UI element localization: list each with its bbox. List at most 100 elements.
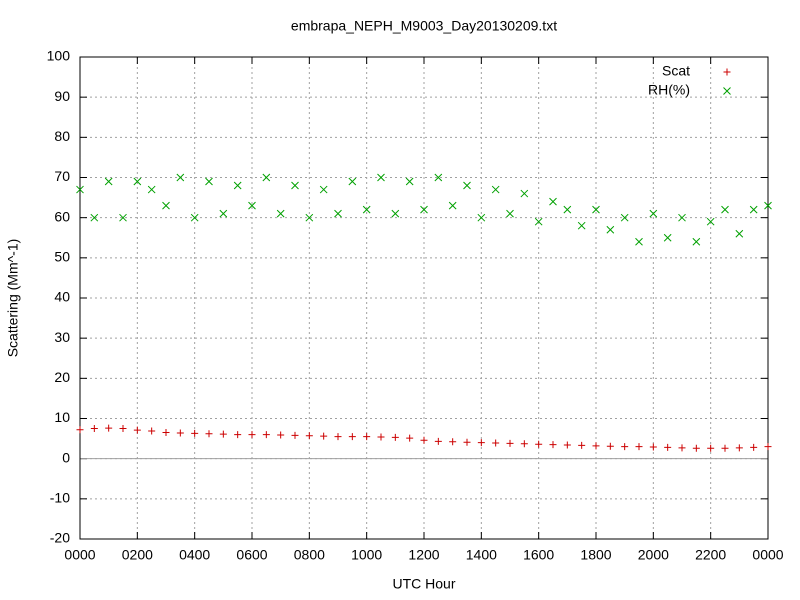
x-tick-label: 0200 bbox=[122, 547, 153, 563]
x-tick-label: 0600 bbox=[236, 547, 267, 563]
x-axis-label: UTC Hour bbox=[392, 576, 455, 592]
data-point bbox=[176, 173, 185, 182]
data-point bbox=[262, 173, 271, 182]
data-point bbox=[348, 433, 356, 441]
data-point bbox=[678, 444, 686, 452]
data-point bbox=[420, 436, 428, 444]
data-point bbox=[678, 213, 686, 222]
x-tick-label: 0000 bbox=[64, 547, 95, 563]
data-point bbox=[162, 429, 170, 437]
x-tick-label: 0800 bbox=[294, 547, 325, 563]
y-tick-label: 0 bbox=[62, 449, 70, 465]
y-tick-label: 70 bbox=[54, 168, 70, 184]
x-tick-label: 0000 bbox=[752, 547, 783, 563]
data-point bbox=[448, 201, 457, 210]
y-tick-label: -20 bbox=[50, 530, 70, 546]
legend-label: Scat bbox=[662, 63, 690, 79]
data-point bbox=[76, 185, 84, 194]
data-point bbox=[233, 181, 242, 190]
data-point bbox=[721, 444, 729, 452]
y-tick-label: 10 bbox=[54, 409, 70, 425]
data-point bbox=[133, 177, 142, 186]
data-point bbox=[706, 217, 715, 226]
y-tick-label: 100 bbox=[47, 48, 71, 64]
data-point bbox=[248, 201, 256, 210]
x-tick-label: 1400 bbox=[466, 547, 497, 563]
y-tick-label: 20 bbox=[54, 369, 70, 385]
data-point bbox=[707, 444, 715, 452]
data-point bbox=[377, 173, 385, 182]
data-point bbox=[506, 439, 514, 447]
x-tick-label: 1000 bbox=[351, 547, 382, 563]
data-point bbox=[248, 431, 256, 439]
data-point bbox=[190, 213, 199, 222]
data-point bbox=[334, 433, 342, 441]
data-point bbox=[549, 441, 557, 449]
legend-marker bbox=[723, 68, 731, 76]
data-point bbox=[305, 432, 313, 440]
data-point bbox=[563, 441, 571, 449]
data-point bbox=[420, 205, 428, 214]
data-point bbox=[764, 443, 772, 451]
data-point bbox=[105, 424, 113, 432]
data-point bbox=[262, 431, 270, 439]
data-point bbox=[477, 213, 486, 222]
data-point bbox=[563, 205, 572, 214]
data-point bbox=[234, 431, 242, 439]
data-point bbox=[119, 425, 127, 433]
y-tick-label: 30 bbox=[54, 329, 70, 345]
data-point bbox=[692, 237, 701, 246]
data-point bbox=[506, 209, 514, 218]
data-point bbox=[147, 185, 156, 194]
data-point bbox=[219, 209, 228, 218]
data-point bbox=[391, 209, 400, 218]
data-point bbox=[620, 213, 629, 222]
data-point bbox=[549, 197, 557, 206]
data-point bbox=[449, 438, 457, 446]
y-tick-label: -10 bbox=[50, 490, 70, 506]
data-point bbox=[592, 205, 600, 214]
data-point bbox=[362, 205, 371, 214]
data-point bbox=[750, 443, 758, 451]
data-point bbox=[477, 439, 485, 447]
y-tick-label: 90 bbox=[54, 88, 70, 104]
data-point bbox=[205, 430, 213, 438]
plot-frame bbox=[79, 56, 769, 540]
legend-label: RH(%) bbox=[648, 82, 690, 98]
data-point bbox=[434, 173, 443, 182]
data-point bbox=[319, 185, 328, 194]
y-tick-label: 50 bbox=[54, 249, 70, 265]
data-point bbox=[606, 442, 614, 450]
data-point bbox=[735, 229, 744, 238]
x-tick-label: 0400 bbox=[179, 547, 210, 563]
data-point bbox=[577, 221, 586, 230]
data-point bbox=[377, 433, 385, 441]
data-point bbox=[133, 426, 141, 434]
data-point bbox=[76, 426, 84, 434]
data-point bbox=[606, 225, 615, 234]
data-point bbox=[692, 444, 700, 452]
data-point bbox=[277, 431, 285, 439]
data-point bbox=[592, 442, 600, 450]
x-tick-label: 1800 bbox=[580, 547, 611, 563]
y-tick-label: 40 bbox=[54, 289, 70, 305]
data-point bbox=[735, 444, 743, 452]
data-point bbox=[405, 177, 414, 186]
y-tick-label: 60 bbox=[54, 208, 70, 224]
data-point bbox=[305, 213, 314, 222]
data-point bbox=[119, 213, 127, 222]
y-tick-label: 80 bbox=[54, 128, 70, 144]
data-point bbox=[721, 205, 729, 214]
data-point bbox=[463, 181, 471, 190]
data-point bbox=[104, 177, 113, 186]
data-point bbox=[520, 189, 529, 198]
data-point bbox=[406, 434, 414, 442]
x-tick-label: 2200 bbox=[695, 547, 726, 563]
data-point bbox=[578, 441, 586, 449]
data-point bbox=[520, 440, 528, 448]
data-point bbox=[491, 185, 500, 194]
data-point bbox=[535, 440, 543, 448]
data-point bbox=[621, 443, 629, 451]
data-point bbox=[749, 205, 758, 214]
data-point bbox=[291, 181, 299, 190]
